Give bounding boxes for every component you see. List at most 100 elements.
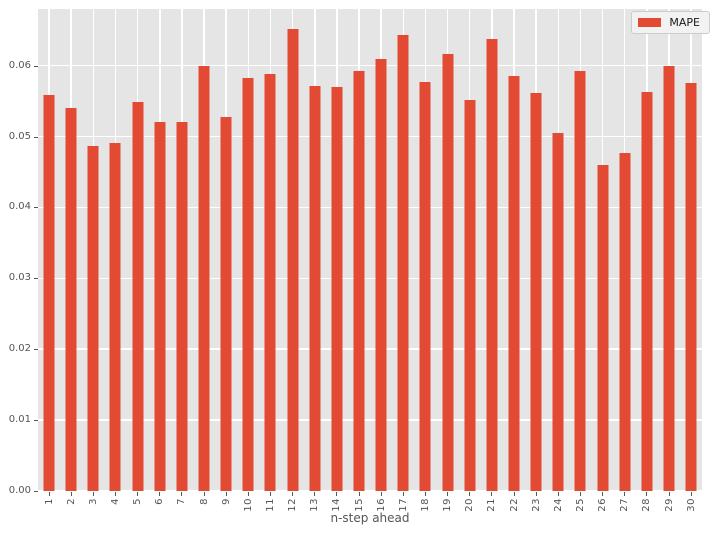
x-tick: 20: [459, 492, 481, 512]
bar: [353, 71, 365, 491]
bar-slot: [481, 9, 503, 491]
bar: [264, 74, 276, 491]
x-tick: 25: [569, 492, 591, 512]
x-tick-label: 10: [242, 498, 254, 512]
x-tick-label: 26: [597, 498, 609, 512]
x-tick-mark: [424, 492, 426, 496]
x-tick-label: 2: [65, 498, 77, 505]
bar: [242, 78, 254, 491]
x-tick-mark: [159, 492, 161, 496]
x-tick-mark: [203, 492, 205, 496]
bar: [641, 91, 653, 491]
x-tick: 8: [193, 492, 215, 512]
x-tick-mark: [70, 492, 72, 496]
x-tick-mark: [579, 492, 581, 496]
gridline-y: [38, 64, 702, 67]
bar-slot: [38, 9, 60, 491]
x-tick-mark: [380, 492, 382, 496]
x-axis: 1 2 3 4 5 6 7 8 9 10 11 12 13 14 15 16 17 18 19 20 21 22 23 24 2…: [38, 492, 702, 512]
x-tick-mark: [513, 492, 515, 496]
x-tick: 7: [171, 492, 193, 512]
x-tick: 3: [82, 492, 104, 512]
x-tick-label: 24: [552, 498, 564, 512]
bar-slot: [547, 9, 569, 491]
x-tick-label: 20: [464, 498, 476, 512]
x-tick-mark: [114, 492, 116, 496]
bar-slot: [127, 9, 149, 491]
bar: [508, 75, 520, 491]
bar: [331, 86, 343, 491]
y-tick-mark: [34, 420, 38, 422]
y-tick-mark: [34, 349, 38, 351]
x-tick: 28: [636, 492, 658, 512]
x-tick-label: 11: [264, 498, 276, 512]
bar-slot: [149, 9, 171, 491]
bar-slot: [614, 9, 636, 491]
bar: [486, 38, 498, 491]
y-tick-label: 0.00: [8, 485, 31, 496]
bar-slot: [304, 9, 326, 491]
bar-slot: [459, 9, 481, 491]
x-tick-mark: [557, 492, 559, 496]
bar-slot: [237, 9, 259, 491]
bar-slot: [680, 9, 702, 491]
bar-slot: [414, 9, 436, 491]
x-tick-label: 6: [154, 498, 166, 505]
bar: [530, 93, 542, 491]
x-tick-mark: [402, 492, 404, 496]
bar-slot: [193, 9, 215, 491]
x-tick: 14: [326, 492, 348, 512]
x-tick: 6: [149, 492, 171, 512]
plot-area: [38, 9, 702, 492]
bar: [198, 65, 210, 491]
bar-slot: [658, 9, 680, 491]
bar: [619, 152, 631, 491]
x-tick-label: 21: [486, 498, 498, 512]
y-tick-label: 0.05: [8, 130, 31, 142]
bar: [552, 133, 564, 491]
gridline-y: [38, 206, 702, 209]
bar: [65, 107, 77, 491]
bar-slot: [503, 9, 525, 491]
bar: [685, 83, 697, 491]
gridline-y: [38, 419, 702, 421]
x-tick-label: 23: [530, 498, 542, 512]
x-tick: 19: [437, 492, 459, 512]
x-tick: 4: [104, 492, 126, 512]
y-tick-mark: [34, 207, 38, 209]
x-tick-mark: [668, 492, 670, 496]
x-tick-label: 17: [397, 498, 409, 512]
bar: [43, 95, 55, 491]
bar-slot: [392, 9, 414, 491]
bar: [309, 85, 321, 491]
y-tick-mark: [34, 65, 38, 67]
x-tick-label: 18: [419, 498, 431, 512]
x-tick-label: 27: [619, 498, 631, 512]
legend-swatch-icon: [638, 18, 662, 27]
x-tick-label: 12: [287, 498, 299, 512]
x-tick-label: 28: [641, 498, 653, 512]
bar-slot: [82, 9, 104, 491]
x-tick-label: 15: [353, 498, 365, 512]
bar: [176, 121, 188, 491]
bar-slot: [259, 9, 281, 491]
x-tick-label: 4: [109, 498, 121, 505]
x-tick: 1: [38, 492, 60, 512]
x-tick-mark: [535, 492, 537, 496]
bar: [663, 65, 675, 491]
bar: [287, 28, 299, 491]
gridline-y: [38, 277, 702, 280]
x-tick-mark: [469, 492, 471, 496]
y-tick-label: 0.03: [8, 272, 31, 284]
x-tick-label: 30: [685, 498, 697, 512]
x-tick: 5: [127, 492, 149, 512]
bar-slot: [282, 9, 304, 491]
x-tick: 21: [481, 492, 503, 512]
x-tick-mark: [225, 492, 227, 496]
bar: [154, 122, 166, 491]
bar-slots: [38, 9, 702, 491]
x-tick-mark: [624, 492, 626, 496]
bar: [464, 100, 476, 491]
x-tick-label: 22: [508, 498, 520, 512]
x-tick-label: 29: [663, 498, 675, 512]
